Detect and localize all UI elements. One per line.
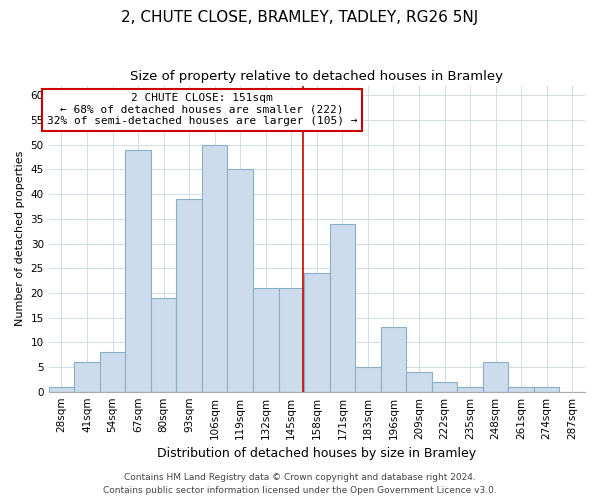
Bar [100, 352, 125, 392]
Bar [406, 372, 432, 392]
Bar [278, 288, 304, 392]
Bar [304, 273, 329, 392]
Bar [329, 224, 355, 392]
Bar [151, 298, 176, 392]
Bar [125, 150, 151, 392]
Text: 2 CHUTE CLOSE: 151sqm
← 68% of detached houses are smaller (222)
32% of semi-det: 2 CHUTE CLOSE: 151sqm ← 68% of detached … [47, 93, 357, 126]
X-axis label: Distribution of detached houses by size in Bramley: Distribution of detached houses by size … [157, 447, 476, 460]
Bar [483, 362, 508, 392]
Bar [176, 199, 202, 392]
Text: 2, CHUTE CLOSE, BRAMLEY, TADLEY, RG26 5NJ: 2, CHUTE CLOSE, BRAMLEY, TADLEY, RG26 5N… [121, 10, 479, 25]
Bar [457, 386, 483, 392]
Y-axis label: Number of detached properties: Number of detached properties [15, 151, 25, 326]
Bar [49, 386, 74, 392]
Bar [227, 170, 253, 392]
Bar [253, 288, 278, 392]
Bar [432, 382, 457, 392]
Text: Contains HM Land Registry data © Crown copyright and database right 2024.
Contai: Contains HM Land Registry data © Crown c… [103, 474, 497, 495]
Bar [202, 145, 227, 392]
Bar [534, 386, 559, 392]
Bar [508, 386, 534, 392]
Bar [74, 362, 100, 392]
Bar [355, 367, 380, 392]
Bar [380, 328, 406, 392]
Title: Size of property relative to detached houses in Bramley: Size of property relative to detached ho… [130, 70, 503, 83]
